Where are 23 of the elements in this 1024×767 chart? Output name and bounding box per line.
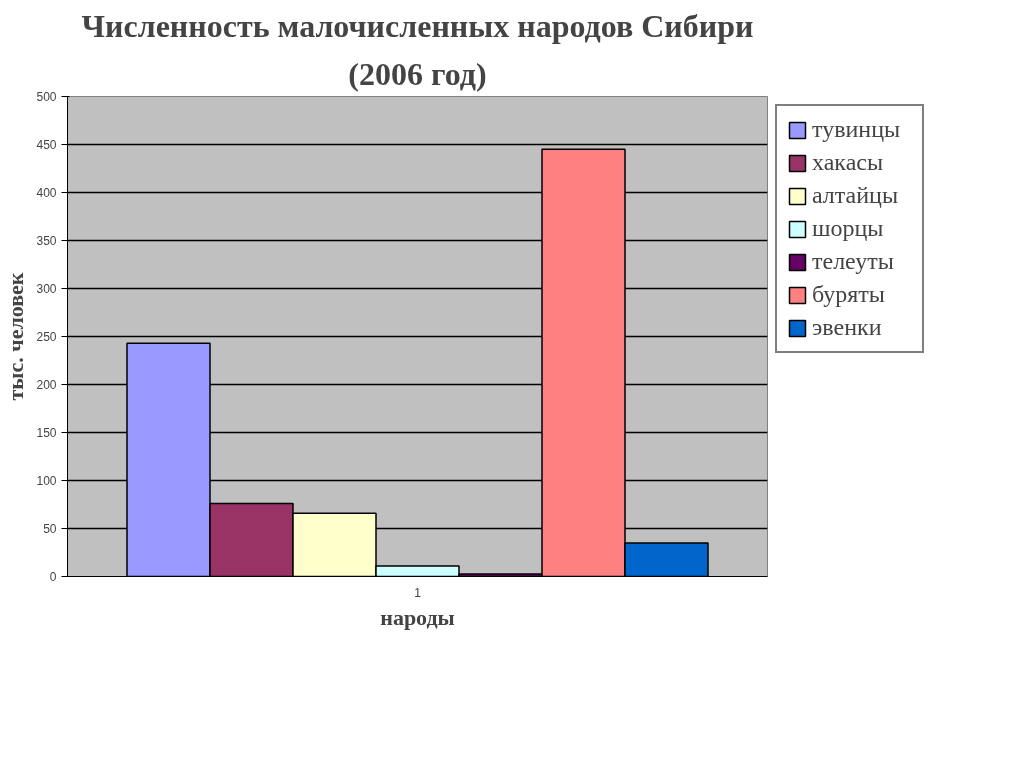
y-tick-label: 250 [36,330,57,344]
y-tick-label: 100 [36,474,57,488]
y-tick-label: 350 [36,234,57,248]
y-tick-label: 500 [36,90,57,104]
y-axis-title: тыс. человек [3,272,29,401]
chart-subtitle: (2006 год) [348,55,487,92]
chart-title: Численность малочисленных народов Сибири [81,7,754,44]
y-tick-label: 450 [36,138,57,152]
legend-label: хакасы [812,149,885,176]
y-tick-label: 50 [43,522,57,536]
x-axis-title: народы [380,604,455,630]
legend-label: буряты [812,281,886,308]
y-tick-label: 200 [36,378,57,392]
legend-label: тувинцы [812,116,902,143]
legend-label: алтайцы [812,182,900,209]
legend-label: эвенки [812,314,883,341]
y-tick-label: 0 [49,570,57,584]
y-tick-label: 400 [36,186,57,200]
y-tick-label: 150 [36,426,57,440]
legend-label: шорцы [812,215,885,242]
y-tick-label: 300 [36,282,57,296]
legend-label: телеуты [812,248,895,275]
x-tick-label: 1 [414,585,422,600]
